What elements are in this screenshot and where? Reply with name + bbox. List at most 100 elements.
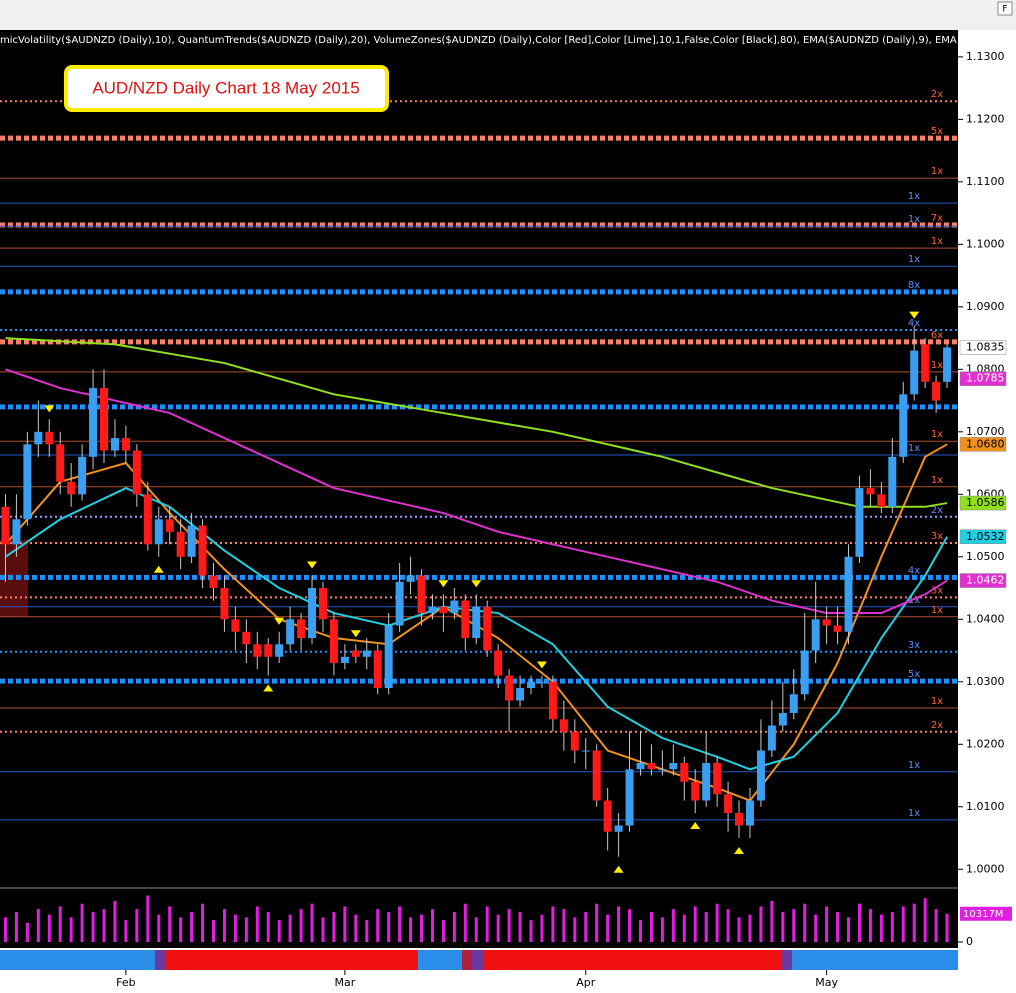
trend-segment [165, 950, 418, 970]
zone-label: 2x [931, 720, 943, 731]
volume-bar [157, 914, 161, 942]
candle-body [264, 644, 273, 657]
candle-body [34, 431, 43, 445]
y-tick-label: 1.0500 [966, 550, 1005, 563]
candle-body [811, 619, 820, 651]
x-tick-label: Apr [576, 976, 596, 989]
volume-bar [912, 903, 916, 942]
volume-bar [343, 906, 347, 942]
candle-body [329, 619, 338, 664]
volume-bar [299, 909, 303, 942]
signal-up [263, 684, 274, 692]
volume-bar [310, 903, 314, 942]
candle-body [406, 575, 415, 582]
volume-bar [628, 909, 632, 942]
signal-down [307, 561, 318, 569]
candle-body [340, 656, 349, 664]
zone-label: 2x [931, 505, 943, 516]
zone-label: 1x [908, 808, 920, 819]
volume-bar [36, 909, 40, 942]
volume-bar [529, 920, 533, 942]
volume-bar [945, 913, 949, 942]
volume-bar [102, 909, 106, 942]
signal-down [471, 580, 482, 588]
volume-bar [376, 909, 380, 942]
zone-label: 5x [931, 126, 943, 137]
trend-segment [472, 950, 484, 970]
volume-bar [420, 914, 424, 942]
trend-bar [0, 950, 958, 970]
candle-body [286, 619, 295, 645]
volume-bar [201, 903, 205, 942]
plot-layer: 1.13001.12001.11001.10001.09001.08001.07… [0, 50, 1012, 989]
price-badge-label: 1.0462 [966, 574, 1005, 587]
candle-body [198, 525, 207, 576]
signal-down [274, 617, 285, 625]
volume-bar [332, 911, 336, 942]
signal-up [690, 822, 701, 830]
volume-bar [584, 911, 588, 942]
volume-bar [737, 917, 741, 942]
zone-label: 4x [908, 318, 920, 329]
candle-body [12, 519, 21, 545]
y-tick-label: 1.0000 [966, 862, 1005, 875]
candle-body [691, 781, 700, 801]
candle-body [1, 506, 10, 545]
candle-body [428, 606, 437, 614]
price-badge-label: 1.0586 [966, 496, 1005, 509]
zone-label: 1x [931, 429, 943, 440]
volume-bar [80, 903, 84, 942]
volume-bar [825, 906, 829, 942]
candle-body [362, 650, 371, 657]
y-tick-label: 1.0900 [966, 300, 1005, 313]
candle-body [154, 519, 163, 545]
volume-bar [321, 917, 325, 942]
volume-bar [354, 914, 358, 942]
zone-label: 1x [931, 696, 943, 707]
volume-bar [759, 906, 763, 942]
trend-segment [0, 950, 155, 970]
candle-body [735, 813, 744, 826]
volume-bar [190, 911, 194, 942]
candle-body [308, 588, 317, 639]
candle-body [384, 625, 393, 689]
volume-bar [277, 920, 281, 942]
candle-body [67, 481, 76, 495]
y-tick-label: 1.1100 [966, 175, 1005, 188]
volume-bar [47, 914, 51, 942]
volume-bar [551, 906, 555, 942]
volume-bar [715, 903, 719, 942]
candle-body [745, 800, 754, 826]
volume-bar [518, 911, 522, 942]
volume-bar [222, 909, 226, 942]
zone-label: 3x [931, 531, 943, 542]
candle-body [132, 450, 141, 495]
price-badge [959, 340, 1007, 355]
candle-body [516, 688, 525, 701]
volume-bar [868, 909, 872, 942]
candle-body [680, 763, 689, 782]
candle-body [921, 344, 930, 382]
volume-bar [146, 895, 150, 942]
candle-body [658, 769, 667, 771]
window-button[interactable] [997, 1, 1013, 16]
volume-bar [179, 917, 183, 942]
volume-bar [387, 911, 391, 942]
volume-bar [770, 900, 774, 942]
volume-bar [113, 900, 117, 942]
zone-label: 1x [931, 475, 943, 486]
y-tick-label: 1.0400 [966, 612, 1005, 625]
zone-label: 1x [908, 760, 920, 771]
signal-up [613, 865, 624, 873]
zone-label: 3x [931, 585, 943, 596]
window-button-label[interactable]: F [1002, 5, 1007, 15]
zone-label: 1x [931, 166, 943, 177]
candle-body [910, 350, 919, 395]
zone-label: 7x [931, 213, 943, 224]
trend-segment [418, 950, 462, 970]
signal-down [438, 580, 449, 588]
x-tick-label: Feb [116, 976, 135, 989]
volume-bar [3, 917, 7, 942]
